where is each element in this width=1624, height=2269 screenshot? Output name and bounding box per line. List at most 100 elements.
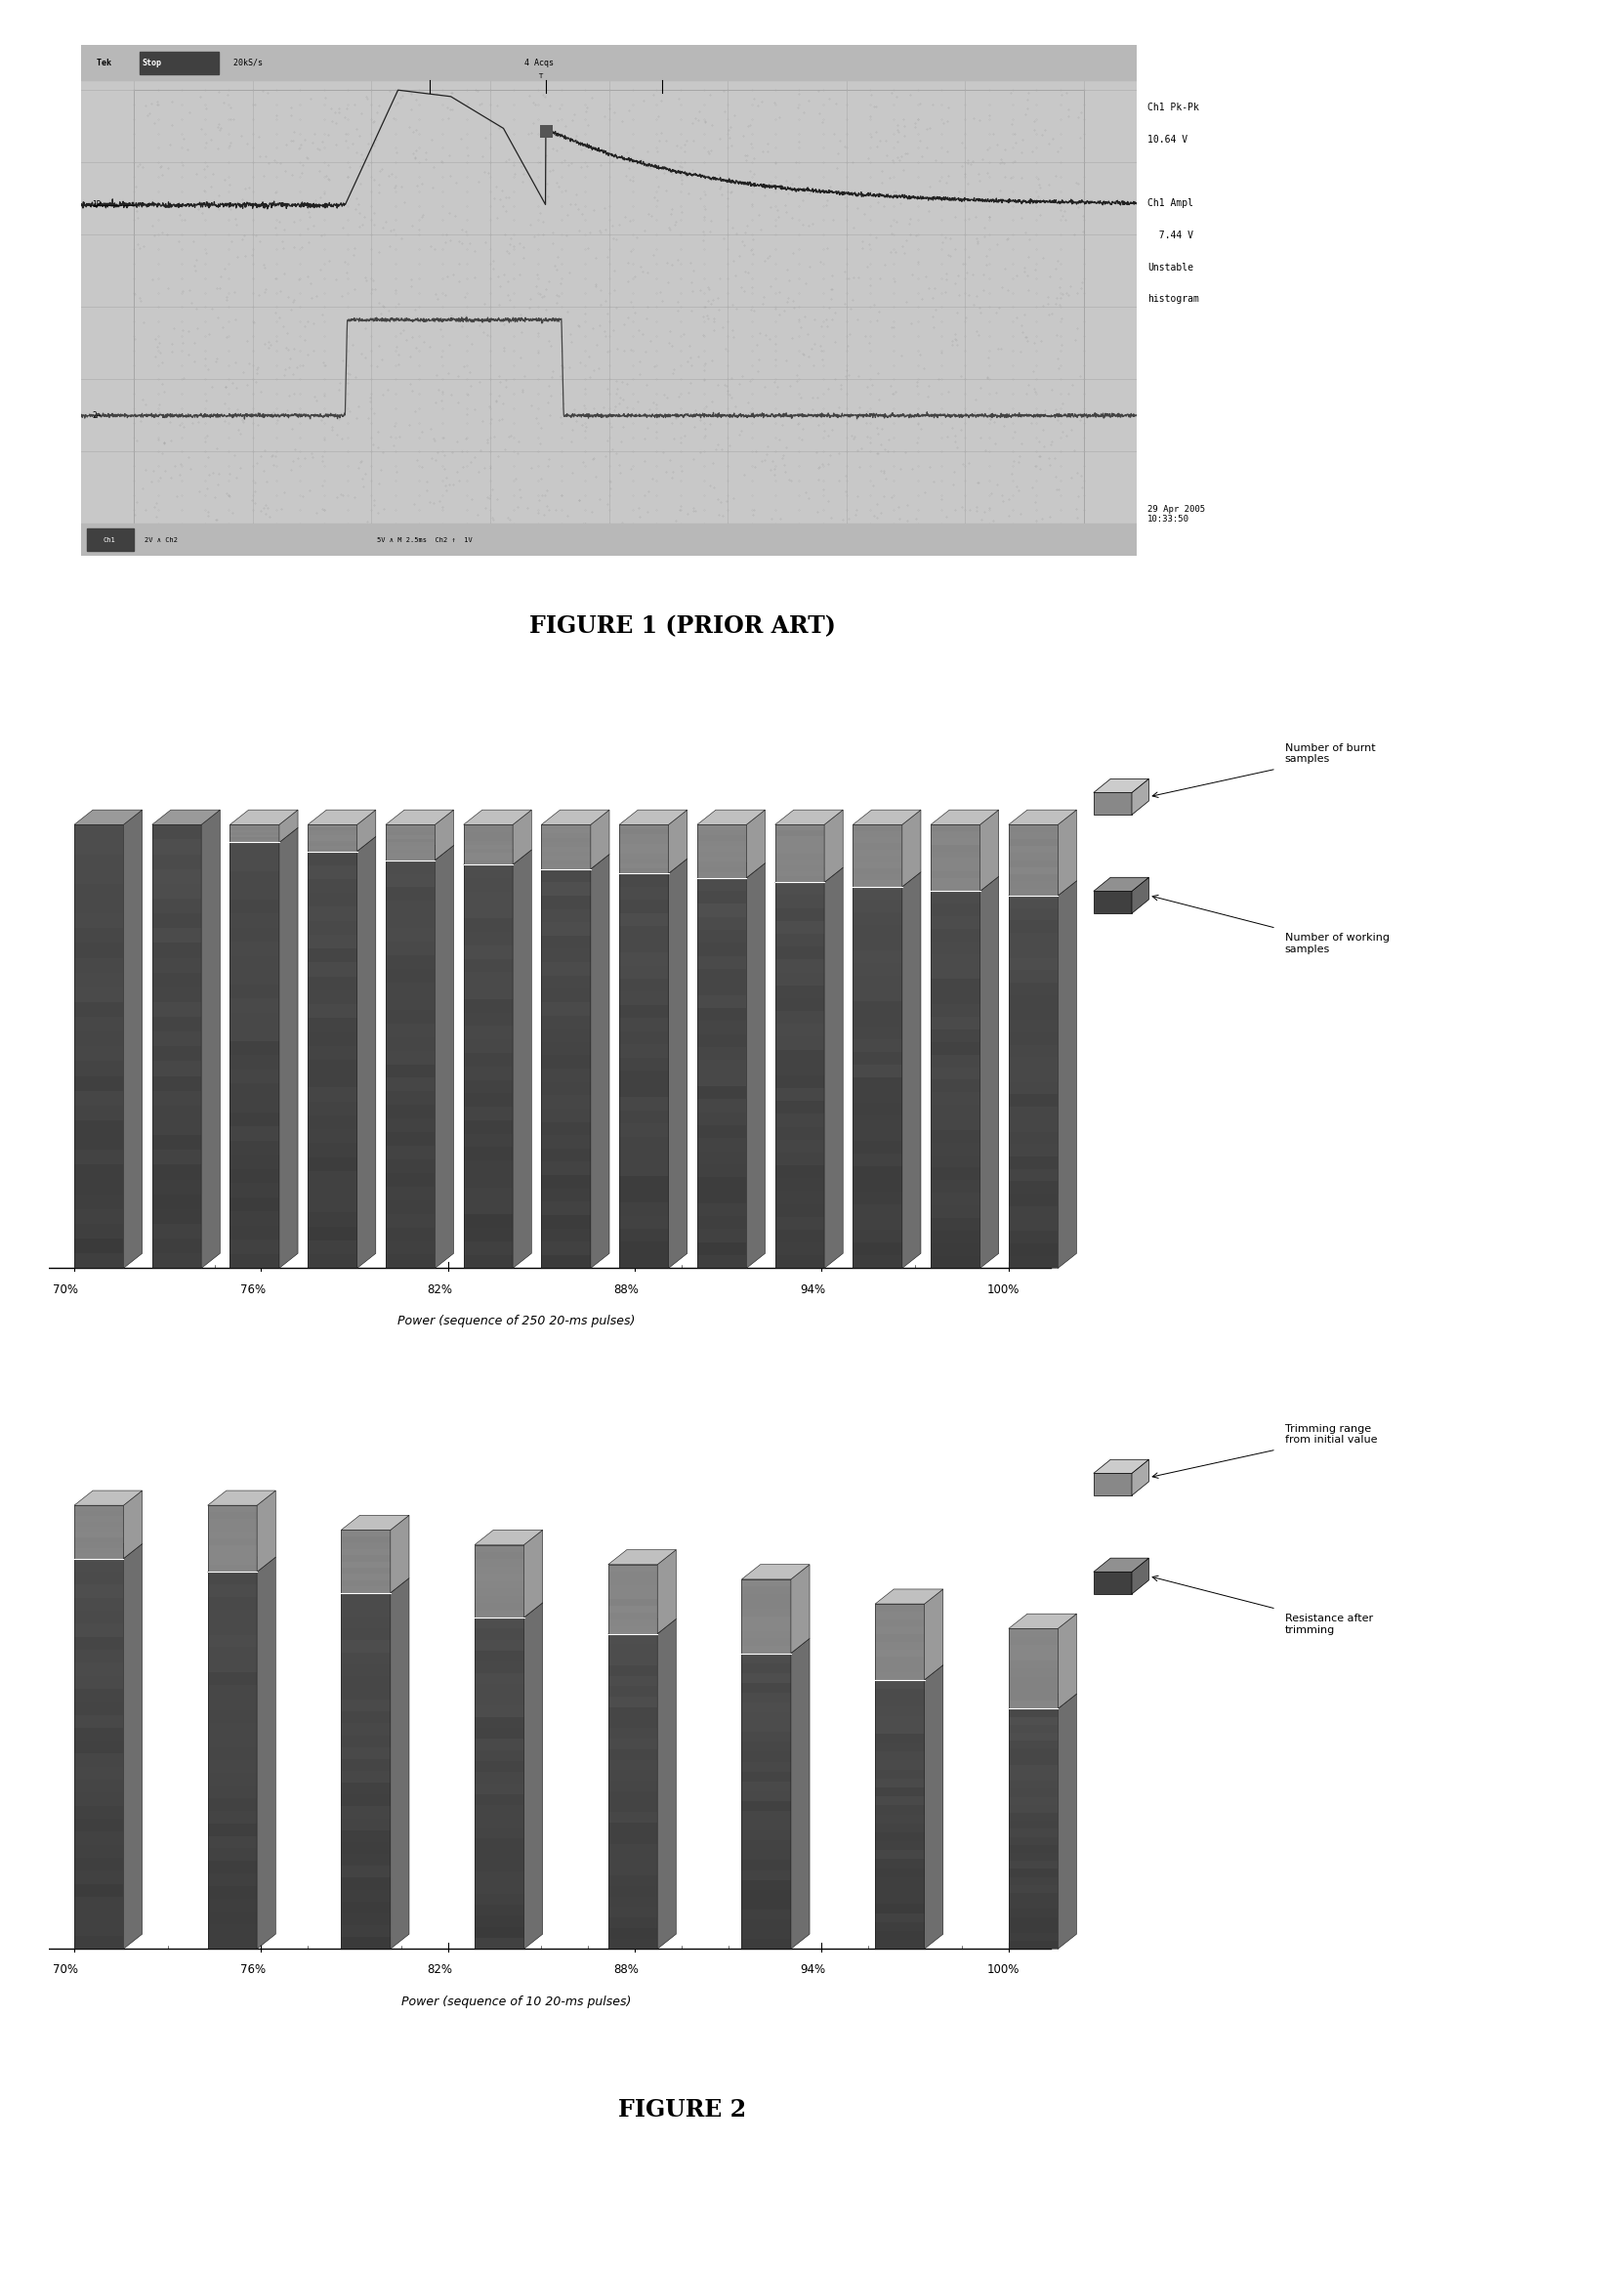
Polygon shape (1009, 1613, 1077, 1629)
Polygon shape (607, 1586, 658, 1593)
Point (867, 452, 893, 488)
Point (801, 324, 827, 361)
Point (250, 157, 276, 193)
Polygon shape (231, 928, 279, 942)
Point (736, 254, 762, 290)
Point (687, 179, 713, 216)
Point (555, 349, 581, 386)
Point (432, 438, 458, 474)
Point (739, 270, 765, 306)
Point (758, 268, 784, 304)
Point (278, 293, 304, 329)
Point (1056, 277, 1082, 313)
Polygon shape (309, 1171, 357, 1184)
Polygon shape (697, 1230, 747, 1241)
Point (632, 334, 658, 370)
Point (330, 209, 356, 245)
Point (896, 200, 922, 236)
Polygon shape (75, 1688, 123, 1702)
Point (789, 206, 815, 243)
Polygon shape (853, 1243, 903, 1255)
Point (307, 154, 333, 191)
Point (408, 200, 434, 236)
Point (383, 454, 409, 490)
Polygon shape (1093, 792, 1132, 815)
Point (309, 218, 335, 254)
Point (528, 275, 554, 311)
Point (310, 438, 336, 474)
Point (242, 86, 268, 123)
Point (981, 404, 1007, 440)
Polygon shape (541, 1255, 591, 1268)
Point (807, 309, 833, 345)
Point (767, 100, 793, 136)
Point (536, 263, 562, 300)
Point (508, 313, 534, 349)
Polygon shape (75, 1702, 123, 1715)
Point (484, 381, 510, 417)
Point (732, 213, 758, 250)
Point (387, 286, 412, 322)
Polygon shape (607, 1749, 658, 1761)
Point (497, 281, 523, 318)
Point (810, 472, 836, 508)
Point (184, 290, 209, 327)
Point (398, 261, 424, 297)
Polygon shape (775, 810, 843, 824)
Point (814, 188, 840, 225)
Polygon shape (341, 1586, 390, 1593)
Point (827, 390, 853, 427)
Point (455, 86, 481, 123)
Point (844, 191, 870, 227)
Point (927, 163, 953, 200)
Polygon shape (775, 1216, 825, 1230)
Point (1005, 472, 1031, 508)
Point (669, 157, 695, 193)
Point (955, 145, 981, 182)
Polygon shape (931, 928, 979, 942)
Point (739, 236, 765, 272)
Point (937, 238, 963, 275)
Point (807, 327, 833, 363)
Text: 76%: 76% (240, 1963, 265, 1976)
Point (854, 368, 880, 404)
Point (419, 170, 445, 206)
Polygon shape (525, 1529, 542, 1618)
Point (1005, 445, 1031, 481)
Point (474, 424, 500, 461)
Point (490, 306, 516, 343)
Point (737, 363, 763, 399)
Point (856, 227, 882, 263)
Polygon shape (463, 1187, 513, 1200)
Point (567, 309, 593, 345)
Point (905, 424, 931, 461)
Point (698, 132, 724, 168)
Point (944, 327, 970, 363)
Polygon shape (463, 960, 513, 971)
Polygon shape (463, 1214, 513, 1228)
Point (935, 157, 961, 193)
Polygon shape (309, 1255, 357, 1268)
Point (931, 104, 957, 141)
Point (1070, 197, 1096, 234)
Point (552, 172, 578, 209)
Point (494, 277, 520, 313)
Point (299, 281, 325, 318)
Point (352, 311, 378, 347)
Point (654, 245, 680, 281)
Point (421, 150, 447, 186)
Point (979, 116, 1005, 152)
Polygon shape (474, 1602, 542, 1618)
Polygon shape (607, 1677, 658, 1686)
Point (775, 175, 801, 211)
Point (145, 422, 171, 458)
Point (169, 147, 195, 184)
Point (179, 286, 205, 322)
Polygon shape (541, 1017, 591, 1028)
Point (645, 182, 671, 218)
Polygon shape (474, 1706, 525, 1718)
Point (864, 486, 890, 522)
Point (823, 150, 849, 186)
Point (780, 397, 806, 433)
Polygon shape (463, 1148, 513, 1159)
